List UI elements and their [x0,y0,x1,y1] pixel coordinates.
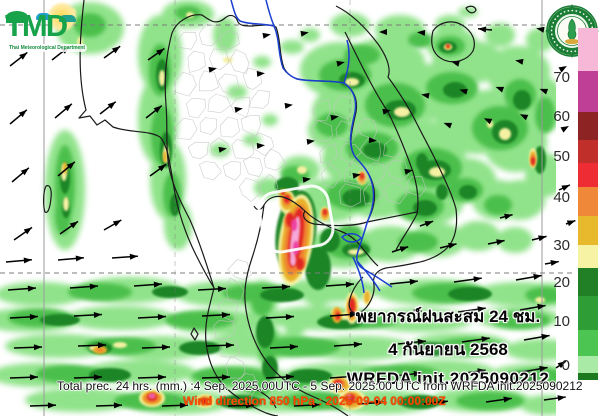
wind-arrows [5,26,576,409]
forecast-title-thai: พยากรณ์ฝนสะสม 24 ชม. [355,307,541,326]
tmd-seal [545,4,599,58]
forecast-annotation: พยากรณ์ฝนสะสม 24 ชม. 4 กันยายน 2568 WRFD… [338,303,558,395]
cloud-icon [59,15,76,22]
forecast-date-thai: 4 กันยายน 2568 [388,340,508,359]
tmd-acronym: TMD [5,8,68,43]
highlight-circle [257,184,335,254]
province-boundaries [174,23,427,405]
cloud-icon [36,13,51,20]
total-precip-caption: Total prec. 24 hrs. (mm.) :4 Sep. 2025,0… [57,379,583,393]
lat-lon-gridlines [0,0,576,416]
mekong-river [230,0,393,294]
tree-canopy-icon [6,11,28,23]
model-init-label: WRFDA init.2025090212 [346,369,550,388]
wind-direction-caption: Wind direction 850 hPa : 2025-09-04 00:0… [183,394,446,408]
tmd-department-name: Thai Meteorological Department [7,44,87,52]
tmd-logo: TMD Thai Meteorological Department [5,2,91,54]
